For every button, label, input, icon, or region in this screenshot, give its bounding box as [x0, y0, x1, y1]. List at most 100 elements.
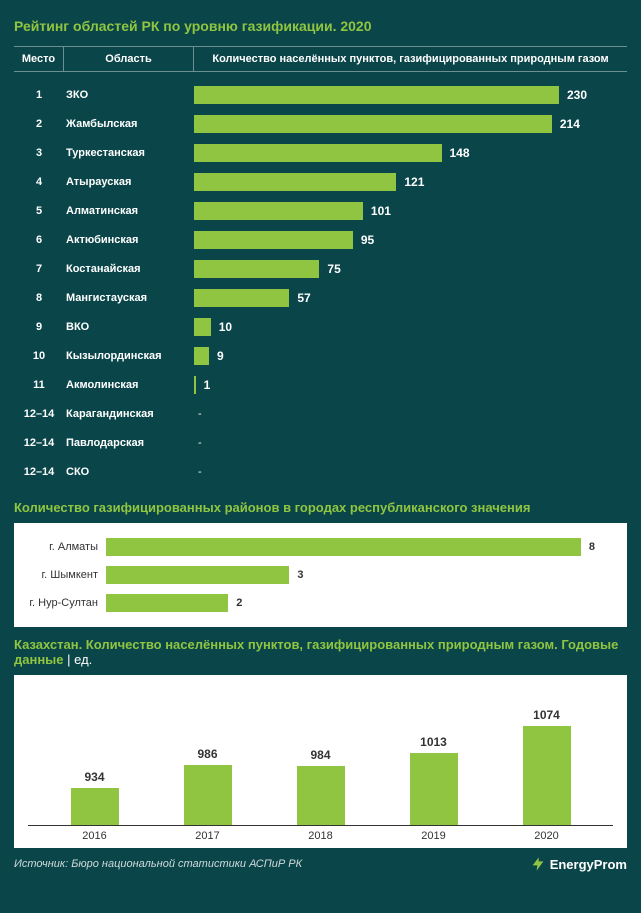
city-value: 8 — [589, 541, 595, 553]
year-col: 1074 — [490, 708, 603, 825]
bar-value: 9 — [217, 349, 224, 363]
region-cell: ВКО — [64, 321, 194, 333]
value-dash: - — [198, 437, 202, 449]
ranking-row: 12–14СКО- — [14, 457, 627, 486]
bar — [194, 289, 289, 307]
ranking-row: 12–14Карагандинская- — [14, 399, 627, 428]
ranking-row: 12–14Павлодарская- — [14, 428, 627, 457]
year-label: 2017 — [151, 830, 264, 842]
bar — [194, 115, 552, 133]
logo: EnergyProm — [530, 856, 627, 872]
bar-wrap: - — [194, 434, 627, 452]
bar-wrap: - — [194, 463, 627, 481]
ranking-row: 9ВКО10 — [14, 312, 627, 341]
ranking-row: 8Мангистауская57 — [14, 283, 627, 312]
region-cell: Акмолинская — [64, 379, 194, 391]
region-cell: Костанайская — [64, 263, 194, 275]
bar — [194, 231, 353, 249]
value-dash: - — [198, 408, 202, 420]
bar-value: 148 — [450, 146, 470, 160]
ranking-rows: 1ЗКО2302Жамбылская2143Туркестанская1484А… — [14, 72, 627, 490]
city-row: г. Алматы 8 — [26, 533, 615, 561]
ranking-row: 2Жамбылская214 — [14, 109, 627, 138]
city-value: 3 — [297, 569, 303, 581]
year-bar — [523, 726, 571, 825]
ranking-row: 11Акмолинская 1 — [14, 370, 627, 399]
yearly-title: Казахстан. Количество населённых пунктов… — [14, 627, 627, 675]
ranking-row: 10Кызылординская 9 — [14, 341, 627, 370]
rank-cell: 11 — [14, 379, 64, 391]
ranking-header: Место Область Количество населённых пунк… — [14, 46, 627, 72]
region-cell: Атырауская — [64, 176, 194, 188]
lightning-icon — [530, 856, 546, 872]
bar-wrap: 75 — [194, 260, 627, 278]
bar-value: 10 — [219, 320, 232, 334]
bar-value: 95 — [361, 233, 374, 247]
header-rank: Место — [14, 47, 64, 71]
year-value: 986 — [197, 747, 217, 761]
year-label: 2020 — [490, 830, 603, 842]
bar — [194, 260, 319, 278]
region-cell: СКО — [64, 466, 194, 478]
ranking-row: 5Алматинская101 — [14, 196, 627, 225]
year-col: 986 — [151, 747, 264, 825]
ranking-row: 1ЗКО 230 — [14, 80, 627, 109]
bar-value: 1 — [204, 378, 211, 392]
year-value: 1074 — [533, 708, 560, 722]
bar — [194, 318, 211, 336]
bar-wrap: 1 — [194, 376, 627, 394]
city-bar — [106, 594, 228, 612]
city-label: г. Нур-Султан — [26, 597, 106, 609]
bar-value: 75 — [327, 262, 340, 276]
city-bar — [106, 538, 581, 556]
bar — [194, 202, 363, 220]
region-cell: Кызылординская — [64, 350, 194, 362]
rank-cell: 1 — [14, 89, 64, 101]
region-cell: ЗКО — [64, 89, 194, 101]
rank-cell: 12–14 — [14, 466, 64, 478]
rank-cell: 3 — [14, 147, 64, 159]
city-label: г. Алматы — [26, 541, 106, 553]
year-value: 984 — [310, 748, 330, 762]
bar-wrap: 57 — [194, 289, 627, 307]
city-bar — [106, 566, 289, 584]
yearly-chart: 93498698410131074 20162017201820192020 — [14, 675, 627, 848]
ranking-row: 4Атырауская121 — [14, 167, 627, 196]
rank-cell: 10 — [14, 350, 64, 362]
cities-title: Количество газифицированных районов в го… — [14, 490, 627, 523]
bar-value: 101 — [371, 204, 391, 218]
bar — [194, 376, 196, 394]
bar-value: 230 — [567, 88, 587, 102]
ranking-row: 6Актюбинская95 — [14, 225, 627, 254]
year-label: 2019 — [377, 830, 490, 842]
year-col: 1013 — [377, 735, 490, 825]
bar-wrap: 121 — [194, 173, 627, 191]
year-bar — [297, 766, 345, 825]
city-row: г. Нур-Султан 2 — [26, 589, 615, 617]
bar — [194, 144, 442, 162]
region-cell: Мангистауская — [64, 292, 194, 304]
year-col: 934 — [38, 770, 151, 825]
logo-text: EnergyProm — [550, 857, 627, 872]
rank-cell: 6 — [14, 234, 64, 246]
bar-value: 121 — [404, 175, 424, 189]
bar-wrap: 9 — [194, 347, 627, 365]
bar — [194, 173, 396, 191]
bar — [194, 347, 209, 365]
bar-wrap: 214 — [194, 115, 627, 133]
region-cell: Жамбылская — [64, 118, 194, 130]
city-row: г. Шымкент 3 — [26, 561, 615, 589]
year-bar — [184, 765, 232, 825]
rank-cell: 12–14 — [14, 437, 64, 449]
bar-wrap: 10 — [194, 318, 627, 336]
bar — [194, 86, 559, 104]
year-value: 934 — [84, 770, 104, 784]
cities-chart: г. Алматы 8 г. Шымкент 3 г. Нур-Султан 2 — [14, 523, 627, 627]
city-label: г. Шымкент — [26, 569, 106, 581]
city-value: 2 — [236, 597, 242, 609]
city-bar-wrap: 8 — [106, 538, 615, 556]
footer: Источник: Бюро национальной статистики А… — [14, 848, 627, 872]
bar-wrap: 148 — [194, 144, 627, 162]
rank-cell: 7 — [14, 263, 64, 275]
yearly-title-main: Казахстан. Количество населённых пунктов… — [14, 637, 618, 667]
